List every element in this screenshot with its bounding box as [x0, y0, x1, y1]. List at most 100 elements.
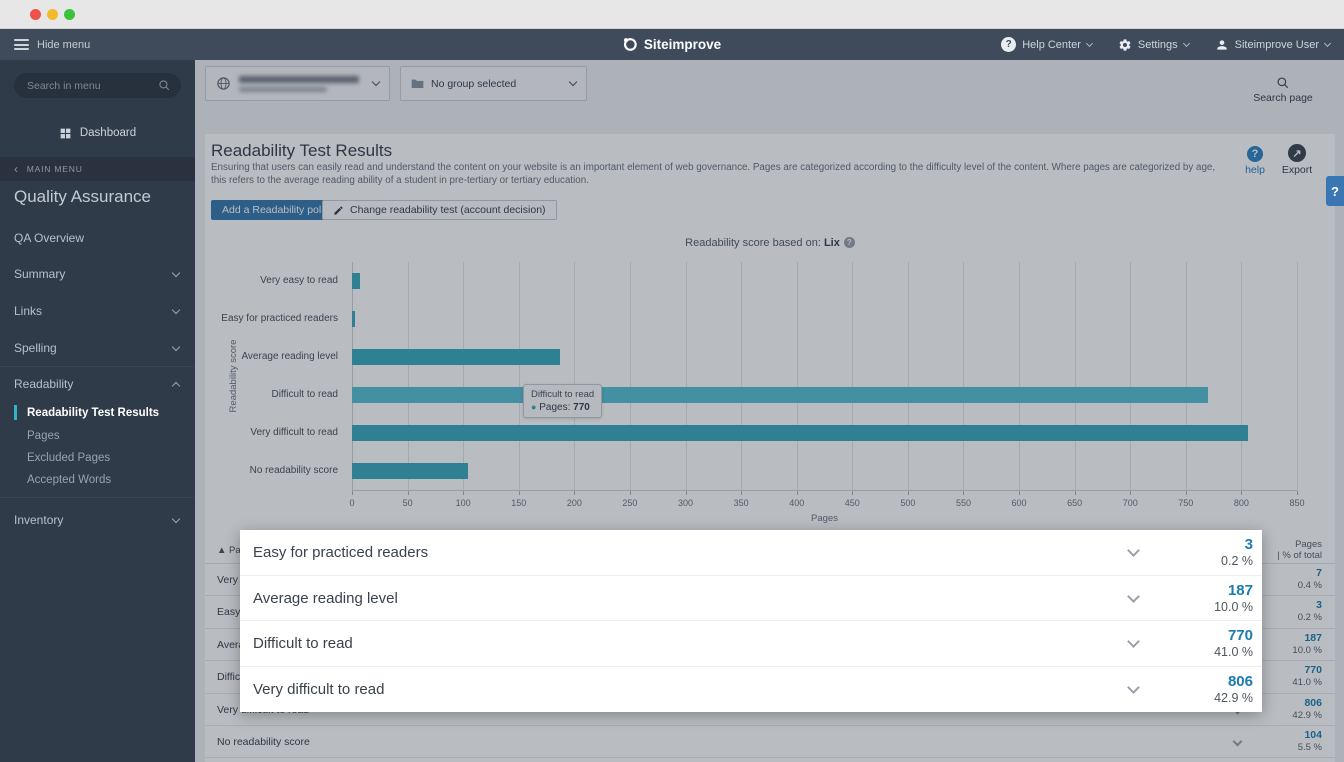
sidebar-item-pages[interactable]: Pages — [0, 426, 195, 448]
axis-tick — [1074, 491, 1076, 495]
table-row[interactable]: No readability score 104 5.5 % — [205, 725, 1335, 759]
chevron-down-icon[interactable] — [1127, 544, 1140, 557]
axis-tick-label: 400 — [789, 498, 805, 508]
sidebar-item-links[interactable]: Links — [0, 299, 195, 323]
detail-row-label: Average reading level — [253, 589, 398, 607]
search-menu-input[interactable] — [14, 73, 181, 98]
add-readability-policy-button[interactable]: Add a Readability policy — [211, 200, 346, 220]
main-menu-back-button[interactable]: ‹ MAIN MENU — [0, 157, 195, 181]
brand-name: Siteimprove — [643, 37, 722, 52]
axis-tick — [907, 491, 909, 495]
grid-line — [1185, 262, 1187, 490]
chevron-down-icon — [1182, 39, 1190, 47]
sidebar-item-readability[interactable]: Readability — [0, 372, 195, 396]
settings-menu[interactable]: Settings — [1118, 38, 1190, 52]
folder-icon — [411, 79, 424, 89]
search-page-button[interactable]: Search page — [1248, 76, 1318, 104]
pages-header-line2: | % of total — [1277, 550, 1322, 562]
axis-tick-label: 850 — [1289, 498, 1305, 508]
hide-menu-button[interactable]: Hide menu — [14, 29, 90, 60]
help-center-icon: ? — [1001, 37, 1017, 52]
sidebar-search[interactable] — [14, 73, 181, 98]
readability-detail-panel: Easy for practiced readers 3 0.2 % Average … — [240, 530, 1262, 712]
axis-tick — [518, 491, 520, 495]
sidebar-item-accepted-words[interactable]: Accepted Words — [0, 470, 195, 492]
chevron-down-icon[interactable] — [1127, 680, 1140, 694]
chart-bar[interactable] — [352, 463, 468, 479]
percent-value: 0.2 % — [1297, 612, 1322, 624]
sidebar-item-label: Readability — [14, 377, 74, 391]
sidebar-item-spelling[interactable]: Spelling — [0, 336, 195, 360]
sidebar-subitem-label: Excluded Pages — [27, 452, 111, 464]
percent-value: 41.0 % — [1292, 677, 1322, 689]
table-pages-header[interactable]: Pages | % of total — [1277, 539, 1322, 562]
site-selector-redacted-text — [239, 75, 359, 92]
change-readability-test-button[interactable]: Change readability test (account decisio… — [322, 200, 557, 220]
chart-bar[interactable] — [352, 311, 356, 327]
table-row-values: 104 5.5 % — [1298, 729, 1322, 753]
chart-title-prefix: Readability score based on: — [685, 237, 821, 249]
grid-line — [1019, 262, 1021, 490]
grid-line — [629, 262, 631, 490]
help-link[interactable]: ? help — [1241, 146, 1269, 176]
site-selector-dropdown[interactable] — [205, 66, 390, 101]
gear-icon — [1119, 38, 1131, 51]
back-chevron-icon: ‹ — [14, 162, 19, 176]
sidebar-item-inventory[interactable]: Inventory — [0, 508, 195, 532]
globe-icon — [217, 77, 230, 90]
sidebar-item-dashboard[interactable]: Dashboard — [0, 120, 195, 146]
chart-bar[interactable] — [352, 425, 1249, 441]
axis-tick — [852, 491, 854, 495]
floating-help-tab[interactable]: ? — [1326, 176, 1344, 206]
detail-row[interactable]: Difficult to read 770 41.0 % — [240, 621, 1262, 667]
maximize-window-icon[interactable] — [64, 9, 75, 20]
detail-row[interactable]: Easy for practiced readers 3 0.2 % — [240, 530, 1262, 576]
chart-category-labels: Very easy to read Easy for practiced read… — [200, 262, 345, 490]
user-menu[interactable]: Siteimprove User — [1215, 38, 1332, 52]
axis-tick-label: 700 — [1122, 498, 1138, 508]
export-label: Export — [1281, 164, 1313, 176]
axis-tick-label: 550 — [955, 498, 971, 508]
chart-category-label: Very easy to read — [260, 275, 338, 286]
axis-tick-label: 600 — [1011, 498, 1027, 508]
export-button[interactable]: ↗ Export — [1279, 144, 1315, 176]
detail-row[interactable]: Average reading level 187 10.0 % — [240, 575, 1262, 621]
sidebar-item-qa-overview[interactable]: QA Overview — [0, 226, 195, 250]
chevron-up-icon — [171, 381, 181, 391]
grid-line — [963, 262, 965, 490]
group-selector-dropdown[interactable]: No group selected — [400, 66, 587, 101]
help-center-menu[interactable]: ? Help Center — [1001, 37, 1093, 52]
grid-line — [1130, 262, 1132, 490]
axis-tick-label: 750 — [1178, 498, 1194, 508]
detail-row-values: 187 10.0 % — [1214, 582, 1253, 614]
percent-value: 0.2 % — [1221, 554, 1253, 568]
metric-help-icon[interactable]: ? — [843, 237, 855, 248]
chevron-down-icon[interactable] — [1127, 589, 1140, 603]
siteimprove-logo[interactable]: Siteimprove — [623, 29, 721, 60]
tooltip-value-line: ● Pages: 770 — [531, 402, 594, 413]
chart-bar[interactable] — [352, 349, 560, 365]
axis-tick — [629, 491, 631, 495]
active-indicator — [14, 405, 17, 420]
dashboard-label: Dashboard — [79, 127, 137, 139]
help-center-label: Help Center — [1022, 38, 1081, 51]
detail-row[interactable]: Very difficult to read 806 42.9 % — [240, 666, 1262, 712]
grid-line — [1297, 262, 1298, 490]
detail-row-label: Easy for practiced readers — [253, 544, 429, 561]
sidebar-item-summary[interactable]: Summary — [0, 262, 195, 286]
axis-tick-label: 50 — [402, 498, 413, 508]
axis-tick-label: 300 — [678, 498, 694, 508]
chevron-down-icon[interactable] — [1127, 635, 1140, 648]
tooltip-title: Difficult to read — [531, 389, 595, 400]
axis-tick-label: 200 — [566, 498, 582, 508]
help-question-icon: ? — [1247, 146, 1263, 162]
close-window-icon[interactable] — [30, 9, 41, 20]
table-row-values: 770 41.0 % — [1292, 664, 1322, 688]
percent-value: 0.4 % — [1297, 580, 1322, 591]
chart-bar[interactable] — [352, 273, 360, 289]
sidebar-item-readability-test-results[interactable]: Readability Test Results — [0, 403, 195, 425]
minimize-window-icon[interactable] — [47, 9, 58, 20]
sidebar-item-excluded-pages[interactable]: Excluded Pages — [0, 448, 195, 470]
chevron-down-icon — [1085, 39, 1093, 47]
chart-category-label: Easy for practiced readers — [221, 313, 338, 324]
